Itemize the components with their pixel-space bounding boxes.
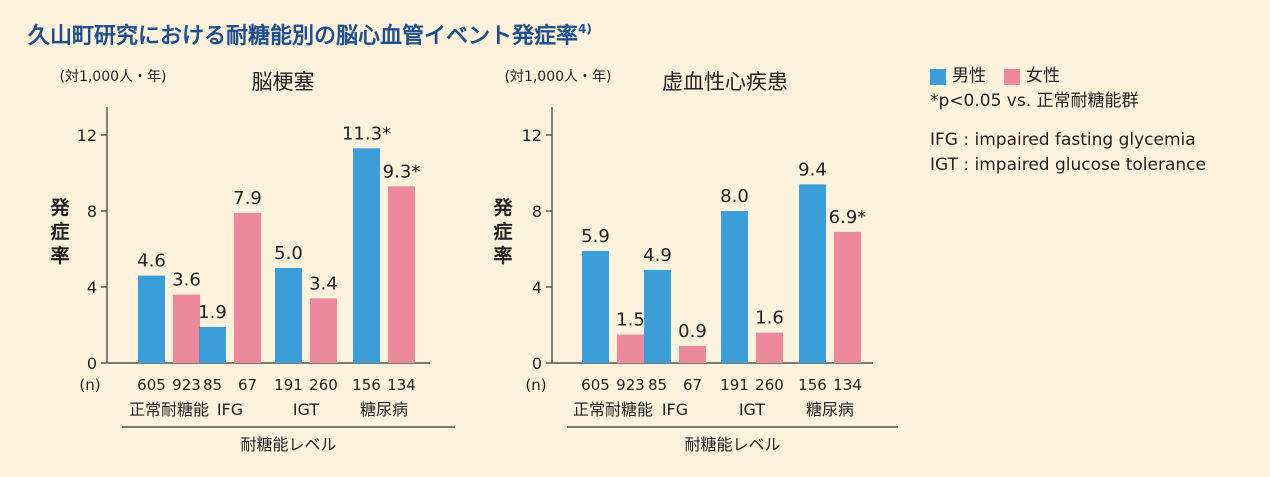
chart1-y-tick-label: 8 — [87, 202, 97, 221]
chart2-category-label: 糖尿病 — [806, 400, 854, 419]
chart1-xlabel: 耐糖能レベル — [240, 435, 336, 454]
chart1-y-tick-label: 12 — [77, 126, 97, 145]
chart2-value-label: 1.5 — [616, 310, 645, 331]
chart1-value-label: 11.3* — [342, 123, 391, 144]
chart2-value-label: 9.4 — [798, 159, 827, 180]
chart2-ylabel-char: 症 — [493, 220, 512, 243]
chart1-value-label: 1.9 — [198, 302, 227, 323]
title-text: 久山町研究における耐糖能別の脳心血管イベント発症率 — [28, 24, 579, 49]
chart1-unit-label: (対1,000人・年) — [59, 69, 166, 85]
chart1-ylabel-char: 発 — [49, 196, 70, 219]
chart1-y-tick-label: 0 — [87, 354, 97, 373]
chart1-bar-male — [353, 148, 380, 363]
chart1-value-label: 4.6 — [137, 251, 166, 272]
chart2-ylabel-char: 率 — [493, 244, 512, 267]
chart1-n-header: (n) — [79, 376, 100, 394]
chart1-n-label: 156 — [352, 376, 381, 394]
chart2-y-tick-label: 4 — [532, 278, 542, 297]
chart2-category-label: IGT — [739, 400, 766, 419]
chart1-ylabel-char: 症 — [50, 220, 69, 243]
chart2-value-label: 4.9 — [643, 245, 672, 266]
chart2-n-label: 605 — [581, 376, 610, 394]
chart2-bar-male — [721, 211, 748, 363]
chart2-bar-female — [756, 332, 783, 363]
chart2-n-label: 923 — [616, 376, 645, 394]
chart2-category-label: 正常耐糖能 — [573, 400, 653, 419]
chart2-y-tick-label: 12 — [522, 126, 542, 145]
chart2-bar-male — [582, 250, 609, 363]
chart1-category-label: 糖尿病 — [360, 400, 408, 419]
chart1-bar-male — [275, 268, 302, 363]
chart2-n-label: 134 — [833, 376, 862, 394]
chart2-n-label: 191 — [720, 376, 749, 394]
chart2-bar-female — [679, 345, 706, 363]
legend-female-swatch — [1004, 68, 1020, 85]
chart2-y-tick-label: 0 — [532, 354, 542, 373]
chart1-category-label: IGT — [293, 400, 320, 419]
chart2-xlabel: 耐糖能レベル — [684, 435, 780, 454]
legend-male-swatch — [930, 68, 946, 85]
abbr-igt: IGT : impaired glucose tolerance — [930, 155, 1206, 175]
chart2-value-label: 5.9 — [581, 226, 610, 247]
chart2-bar-female — [834, 231, 861, 363]
chart1-value-label: 7.9 — [233, 188, 262, 209]
legend-male: 男性 — [930, 64, 986, 89]
chart1-n-label: 191 — [274, 376, 303, 394]
chart2-n-header: (n) — [525, 376, 546, 394]
chart1-bar-female — [310, 298, 337, 363]
legend-series-row: 男性 女性 — [930, 64, 1206, 89]
chart1-n-label: 67 — [238, 376, 257, 394]
chart2-bar-female — [617, 334, 644, 363]
chart1-bar-male — [199, 326, 226, 363]
chart2-value-label: 0.9 — [678, 321, 707, 342]
chart2-n-label: 260 — [755, 376, 784, 394]
chart2-n-label: 85 — [648, 376, 667, 394]
chart2-value-label: 1.6 — [755, 308, 784, 329]
chart2-y-tick-label: 8 — [532, 202, 542, 221]
chart1-category-label: IFG — [217, 400, 243, 419]
chart1-n-label: 260 — [309, 376, 338, 394]
chart1-n-label: 605 — [137, 376, 166, 394]
chart1-value-label: 9.3* — [383, 161, 421, 182]
chart2-n-label: 67 — [683, 376, 702, 394]
chart2-unit-label: (対1,000人・年) — [504, 69, 611, 85]
legend-female: 女性 — [1004, 64, 1060, 89]
chart1-bar-female — [173, 294, 200, 363]
chart2-bar-male — [644, 269, 671, 363]
legend-female-label: 女性 — [1026, 66, 1060, 86]
page-title: 久山町研究における耐糖能別の脳心血管イベント発症率4) — [28, 18, 592, 50]
chart1-value-label: 3.6 — [172, 270, 201, 291]
chart2-value-label: 6.9* — [829, 207, 867, 228]
chart2-category-label: IFG — [662, 400, 688, 419]
chart1-n-label: 923 — [172, 376, 201, 394]
chart1-bar-female — [388, 186, 415, 363]
chart1-n-label: 134 — [387, 376, 416, 394]
chart1-title: 脳梗塞 — [252, 70, 315, 94]
chart1-value-label: 3.4 — [309, 273, 338, 294]
chart1-value-label: 5.0 — [274, 243, 303, 264]
chart2-value-label: 8.0 — [720, 186, 749, 207]
chart1-n-label: 85 — [203, 376, 222, 394]
chart1-category-label: 正常耐糖能 — [129, 400, 209, 419]
chart2-title: 虚血性心疾患 — [662, 70, 788, 94]
chart1-ylabel-char: 率 — [50, 244, 69, 267]
chart2-bar-male — [799, 184, 826, 363]
chart1-y-tick-label: 4 — [87, 278, 97, 297]
abbr-ifg: IFG : impaired fasting glycemia — [930, 130, 1196, 150]
significance-note: *p<0.05 vs. 正常耐糖能群 — [930, 91, 1139, 111]
title-reference: 4) — [578, 22, 592, 36]
chart1-bar-female — [234, 212, 261, 363]
chart2-ylabel-char: 発 — [492, 196, 513, 219]
legend-male-label: 男性 — [952, 66, 986, 86]
chart1-bar-male — [138, 275, 165, 363]
legend: 男性 女性 *p<0.05 vs. 正常耐糖能群 IFG : impaired … — [930, 64, 1206, 178]
chart2-n-label: 156 — [798, 376, 827, 394]
